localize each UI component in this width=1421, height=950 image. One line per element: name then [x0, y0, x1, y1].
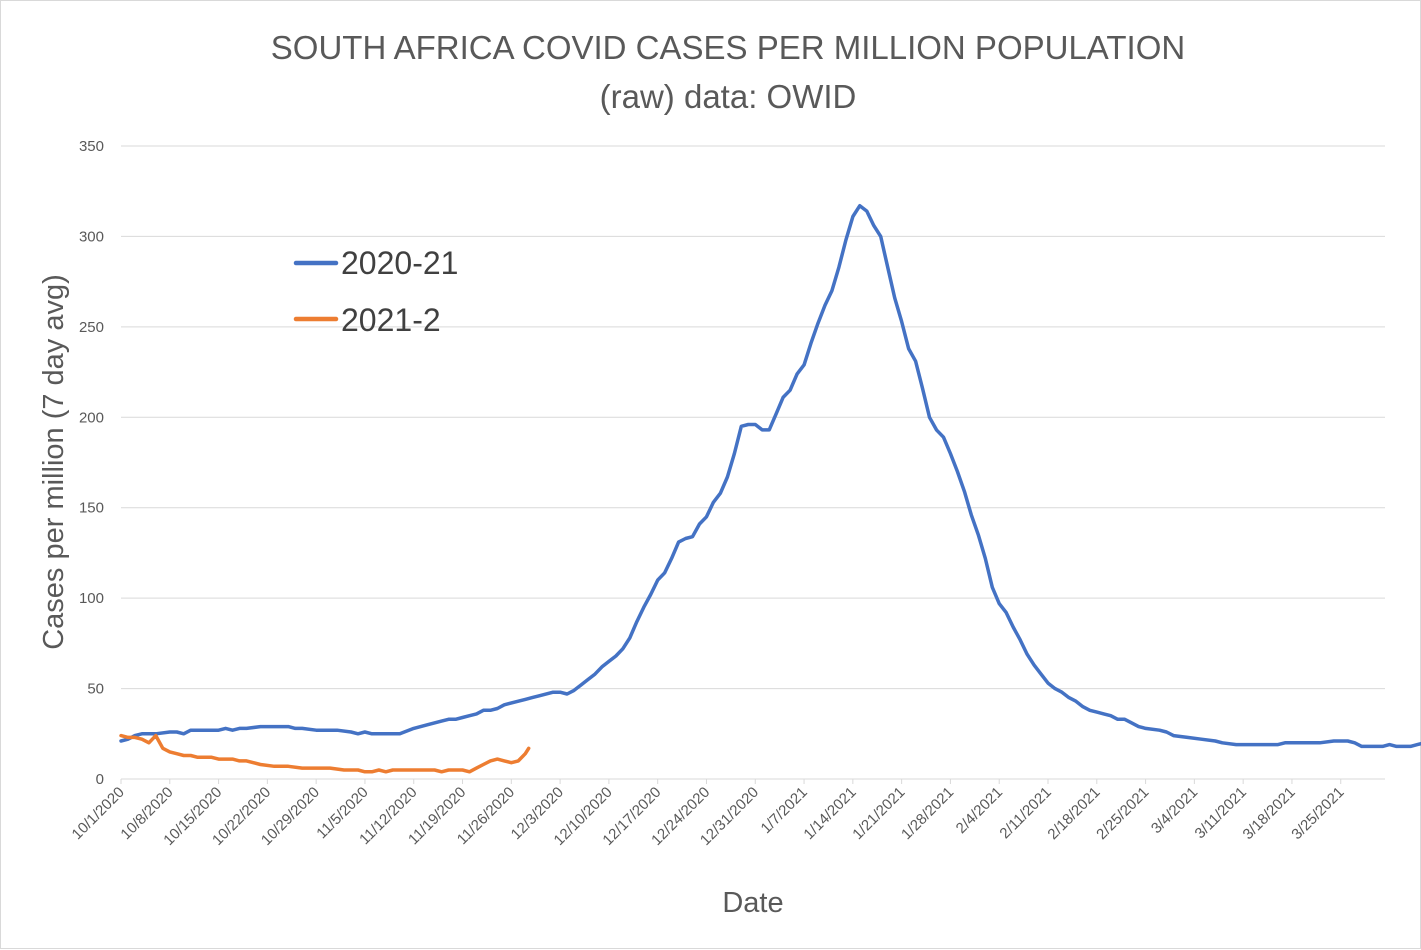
series-line-2021-2 [119, 733, 531, 774]
x-tick-label: 3/18/2021 [1240, 784, 1299, 843]
x-tick-label: 2/25/2021 [1093, 784, 1152, 843]
y-axis-title: Cases per million (7 day avg) [38, 274, 70, 650]
y-tick-label-300: 300 [79, 228, 104, 245]
y-axis-ticks: 0 50 100 150 200 250 300 350 [79, 138, 104, 788]
x-tick-label: 1/21/2021 [849, 784, 908, 843]
y-tick-label-250: 250 [79, 319, 104, 336]
x-tick-label: 3/25/2021 [1288, 784, 1347, 843]
chart-title: SOUTH AFRICA COVID CASES PER MILLION POP… [271, 29, 1185, 66]
legend: 2020-21 2021-2 [293, 245, 458, 338]
y-tick-label-100: 100 [79, 590, 104, 607]
x-axis-title: Date [722, 887, 783, 919]
x-tick-label: 2/18/2021 [1044, 784, 1103, 843]
chart-subtitle: (raw) data: OWID [600, 78, 857, 115]
x-axis-ticks: 10/1/202010/8/202010/15/202010/22/202010… [69, 779, 1348, 849]
y-tick-label-350: 350 [79, 138, 104, 155]
y-tick-label-50: 50 [87, 681, 104, 698]
y-tick-label-150: 150 [79, 500, 104, 517]
legend-label-2021-2: 2021-2 [341, 302, 441, 338]
x-tick-label: 10/1/2020 [69, 784, 128, 843]
x-tick-label: 1/14/2021 [800, 784, 859, 843]
series-lines [119, 203, 1421, 774]
y-tick-label-200: 200 [79, 409, 104, 426]
series-line-2020-21 [119, 203, 1421, 749]
y-tick-label-0: 0 [96, 771, 104, 788]
gridlines [121, 145, 1385, 690]
x-tick-label: 1/28/2021 [898, 784, 957, 843]
legend-label-2020-21: 2020-21 [341, 245, 458, 281]
